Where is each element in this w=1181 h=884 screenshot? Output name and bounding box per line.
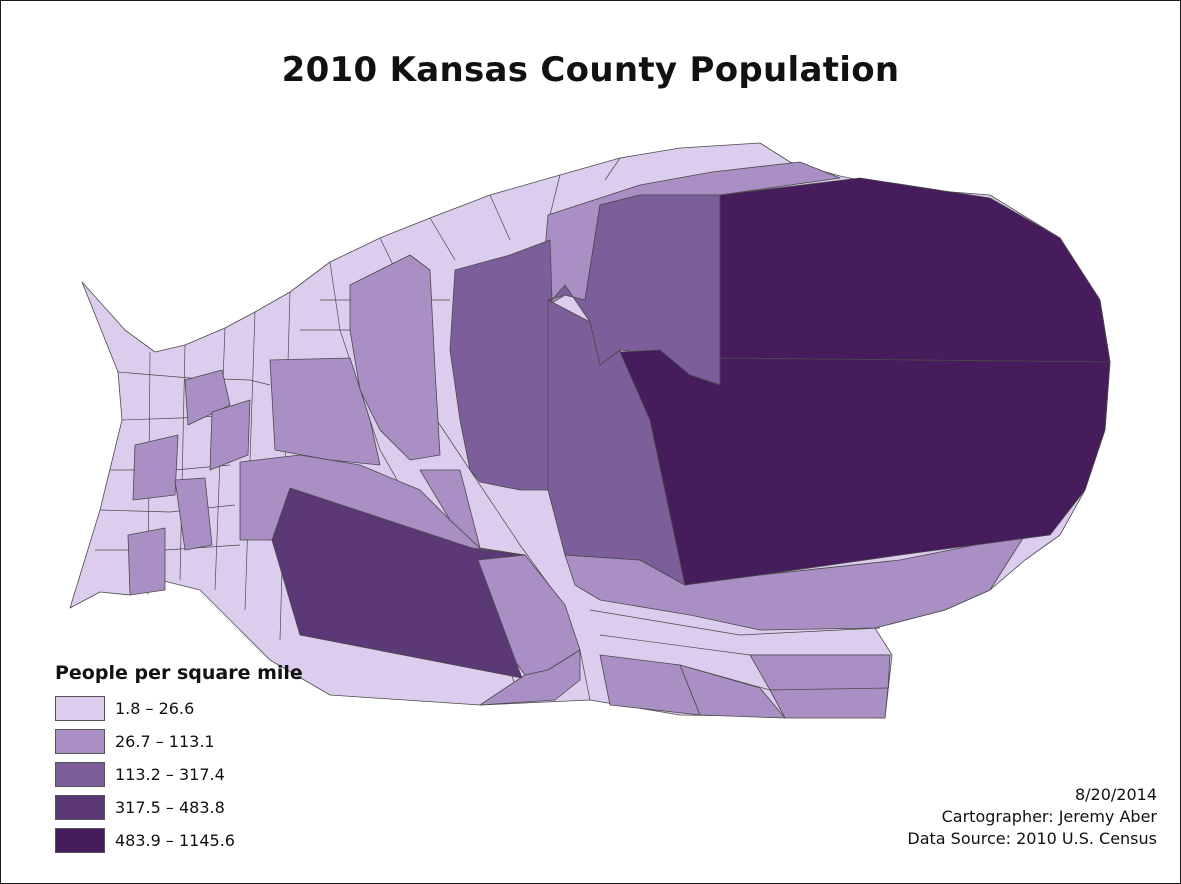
- credits-cartographer: Cartographer: Jeremy Aber: [941, 807, 1157, 826]
- county-class-4: [271, 487, 526, 679]
- county-class-3-a: [449, 239, 553, 491]
- map-title: 2010 Kansas County Population: [281, 50, 900, 90]
- county-class-2-k: [479, 649, 581, 706]
- legend-swatch: [55, 828, 105, 853]
- county-class-2-q: [419, 469, 481, 549]
- legend-swatch: [55, 729, 105, 754]
- legend-swatch: [55, 795, 105, 820]
- legend-swatch: [55, 762, 105, 787]
- legend-title: People per square mile: [55, 662, 303, 684]
- county-class-2-p: [769, 687, 889, 719]
- legend-label: 26.7 – 113.1: [115, 732, 215, 751]
- county-class-2-c: [269, 357, 381, 466]
- legend-label: 113.2 – 317.4: [115, 765, 225, 784]
- legend-label: 1.8 – 26.6: [115, 699, 195, 718]
- legend-label: 483.9 – 1145.6: [115, 831, 235, 850]
- legend-item: 26.7 – 113.1: [55, 725, 303, 758]
- county-class-2-e: [184, 369, 231, 426]
- credits-source: Data Source: 2010 U.S. Census: [907, 829, 1157, 848]
- county-class-2-g: [132, 434, 179, 501]
- map-credits: 8/20/2014 Cartographer: Jeremy Aber Data…: [907, 784, 1157, 850]
- county-class-5-south: [619, 349, 1111, 586]
- legend-item: 317.5 – 483.8: [55, 791, 303, 824]
- legend-item: 1.8 – 26.6: [55, 692, 303, 725]
- legend-item: 113.2 – 317.4: [55, 758, 303, 791]
- county-class-2-h: [174, 477, 213, 551]
- county-class-5-north: [719, 177, 1111, 363]
- credits-date: 8/20/2014: [1074, 785, 1157, 804]
- legend: People per square mile 1.8 – 26.6 26.7 –…: [55, 662, 303, 857]
- county-class-2-o: [749, 654, 891, 691]
- legend-swatch: [55, 696, 105, 721]
- county-class-2-i: [127, 527, 166, 596]
- legend-label: 317.5 – 483.8: [115, 798, 225, 817]
- legend-item: 483.9 – 1145.6: [55, 824, 303, 857]
- county-class-2-f: [209, 399, 251, 471]
- county-class-2-b: [349, 254, 441, 461]
